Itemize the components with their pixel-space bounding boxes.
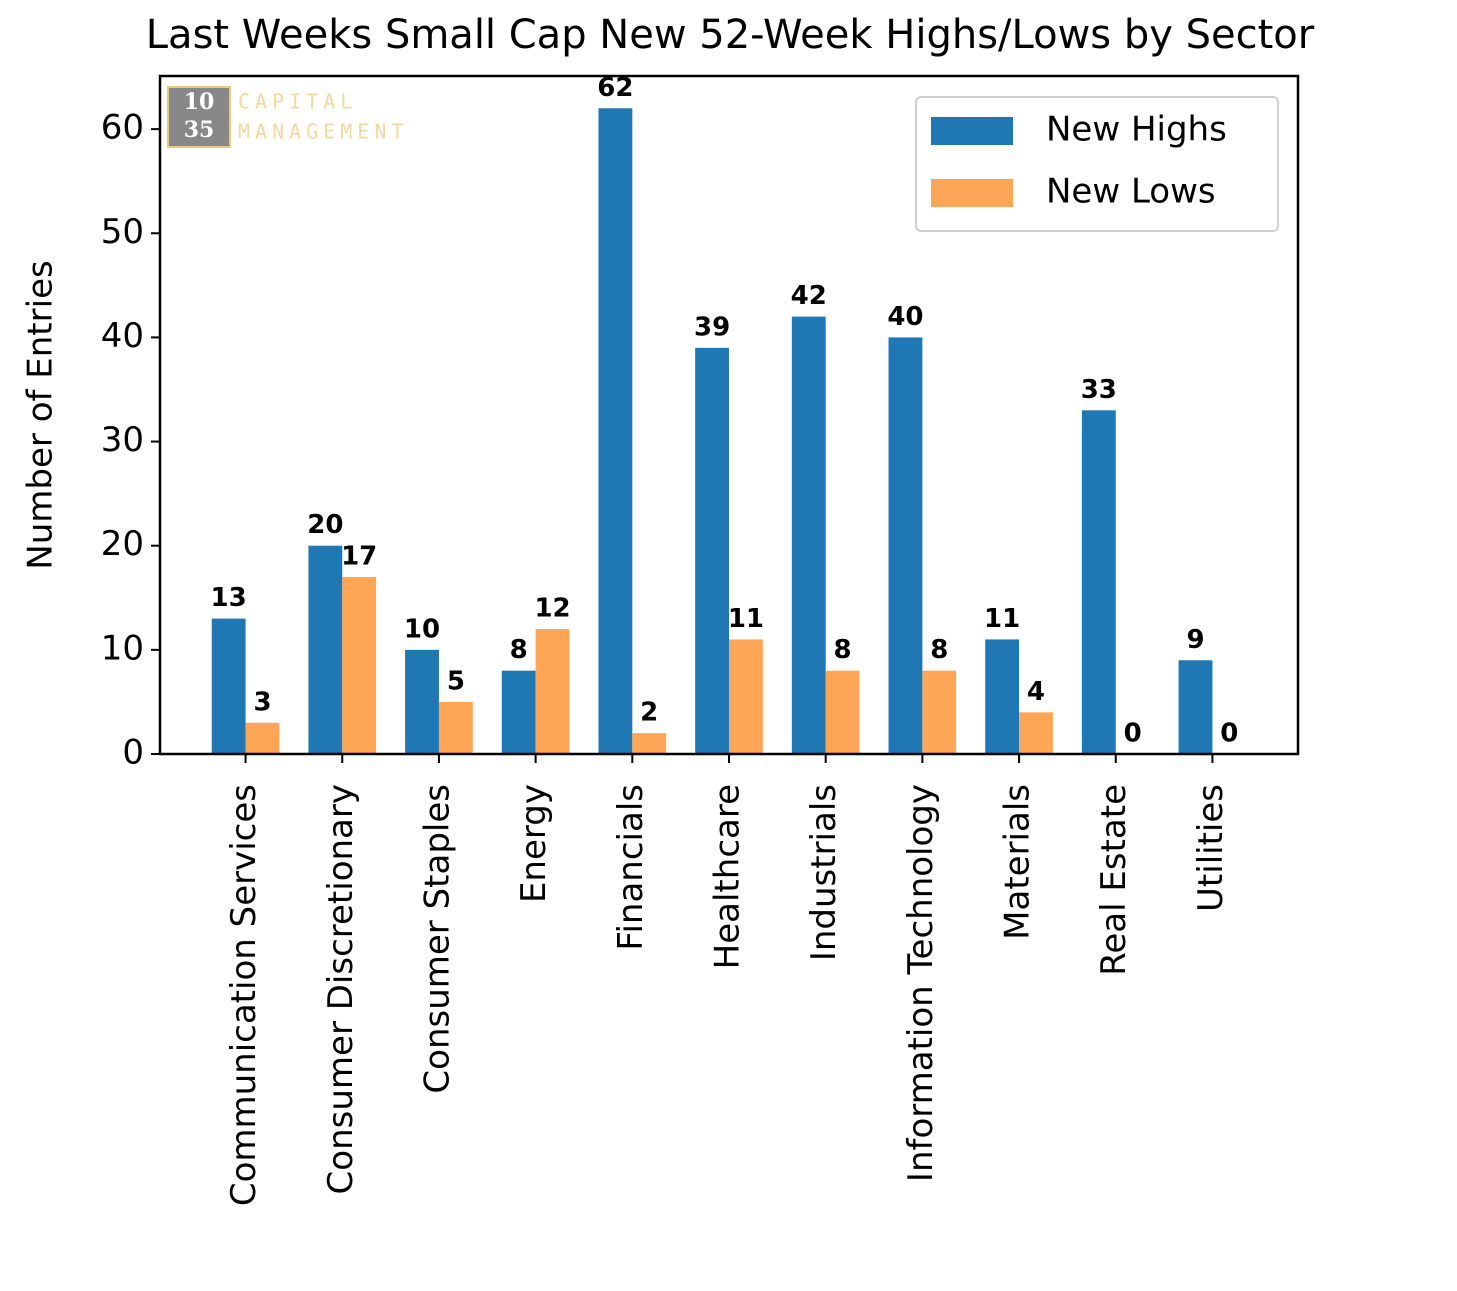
bar-value-label: 8 <box>510 635 528 665</box>
bar <box>888 337 923 754</box>
bar <box>438 701 473 754</box>
x-tick-label: Utilities <box>1191 784 1231 912</box>
bar <box>211 618 246 754</box>
bar <box>985 639 1020 754</box>
y-tick-label: 0 <box>122 733 144 773</box>
x-tick-label: Real Estate <box>1094 784 1134 976</box>
x-tick-label: Healthcare <box>708 784 748 969</box>
bar-value-label: 20 <box>307 510 343 540</box>
bar <box>405 649 439 754</box>
x-tick-label: Consumer Discretionary <box>321 784 361 1194</box>
bar <box>535 629 570 754</box>
y-tick-label: 40 <box>101 316 144 356</box>
bar-value-label: 9 <box>1186 625 1204 655</box>
x-tick-label: Financials <box>611 784 651 951</box>
bar <box>1019 712 1053 754</box>
bar-value-label: 42 <box>791 281 827 311</box>
bar-value-label: 4 <box>1027 677 1045 707</box>
legend-label: New Highs <box>1046 110 1227 150</box>
watermark: 10 35 CAPITAL MANAGEMENT <box>167 86 408 148</box>
x-tick-label: Information Technology <box>901 784 941 1182</box>
bar <box>1178 660 1213 754</box>
y-axis-label: Number of Entries <box>21 260 61 569</box>
bar <box>308 545 343 754</box>
bar-value-label: 5 <box>447 666 465 696</box>
bar-value-label: 10 <box>404 614 440 644</box>
bar-value-label: 13 <box>211 583 247 613</box>
bar-value-label: 11 <box>728 604 764 634</box>
bar-value-label: 12 <box>534 594 570 624</box>
legend-swatch <box>931 117 1013 145</box>
chart-title: Last Weeks Small Cap New 52-Week Highs/L… <box>146 12 1315 58</box>
bar <box>598 108 633 755</box>
x-tick-label: Consumer Staples <box>417 784 457 1094</box>
watermark-logo <box>167 86 231 148</box>
watermark-text: MANAGEMENT <box>238 120 408 144</box>
bar-value-label: 17 <box>341 541 377 571</box>
bar-value-label: 2 <box>640 698 658 728</box>
legend-label: New Lows <box>1046 172 1216 212</box>
bar <box>245 722 280 754</box>
bar-value-label: 3 <box>253 687 271 717</box>
bar-value-label: 11 <box>984 604 1020 634</box>
bar-value-label: 0 <box>1220 719 1238 749</box>
bar-value-label: 8 <box>930 635 948 665</box>
plot-frame <box>158 74 1300 756</box>
bar <box>825 670 860 754</box>
watermark-logo-text: 10 <box>184 89 215 115</box>
y-tick-label: 10 <box>101 628 144 668</box>
watermark-text: CAPITAL <box>238 90 357 114</box>
watermark-logo-text: 35 <box>184 117 215 143</box>
x-tick-label: Industrials <box>804 784 844 961</box>
bar <box>791 316 826 754</box>
bar-value-label: 8 <box>834 635 852 665</box>
y-tick-label: 30 <box>101 420 144 460</box>
bar <box>342 576 377 754</box>
bar-value-label: 62 <box>597 73 633 103</box>
legend-swatch <box>931 179 1013 207</box>
y-tick-label: 20 <box>101 524 144 564</box>
bar-value-label: 0 <box>1124 719 1142 749</box>
bar <box>501 670 536 754</box>
bar-value-label: 39 <box>694 312 730 342</box>
bar-value-label: 33 <box>1081 375 1117 405</box>
bar <box>695 347 729 754</box>
y-tick-label: 60 <box>101 108 144 148</box>
bar <box>922 670 957 754</box>
x-tick-label: Materials <box>998 784 1038 940</box>
x-tick-label: Communication Services <box>224 784 264 1206</box>
bar-value-label: 40 <box>887 302 923 332</box>
y-tick-label: 50 <box>101 212 144 252</box>
bar <box>729 639 763 754</box>
bar <box>1081 410 1116 754</box>
bar <box>632 733 667 754</box>
x-tick-label: Energy <box>514 784 554 903</box>
